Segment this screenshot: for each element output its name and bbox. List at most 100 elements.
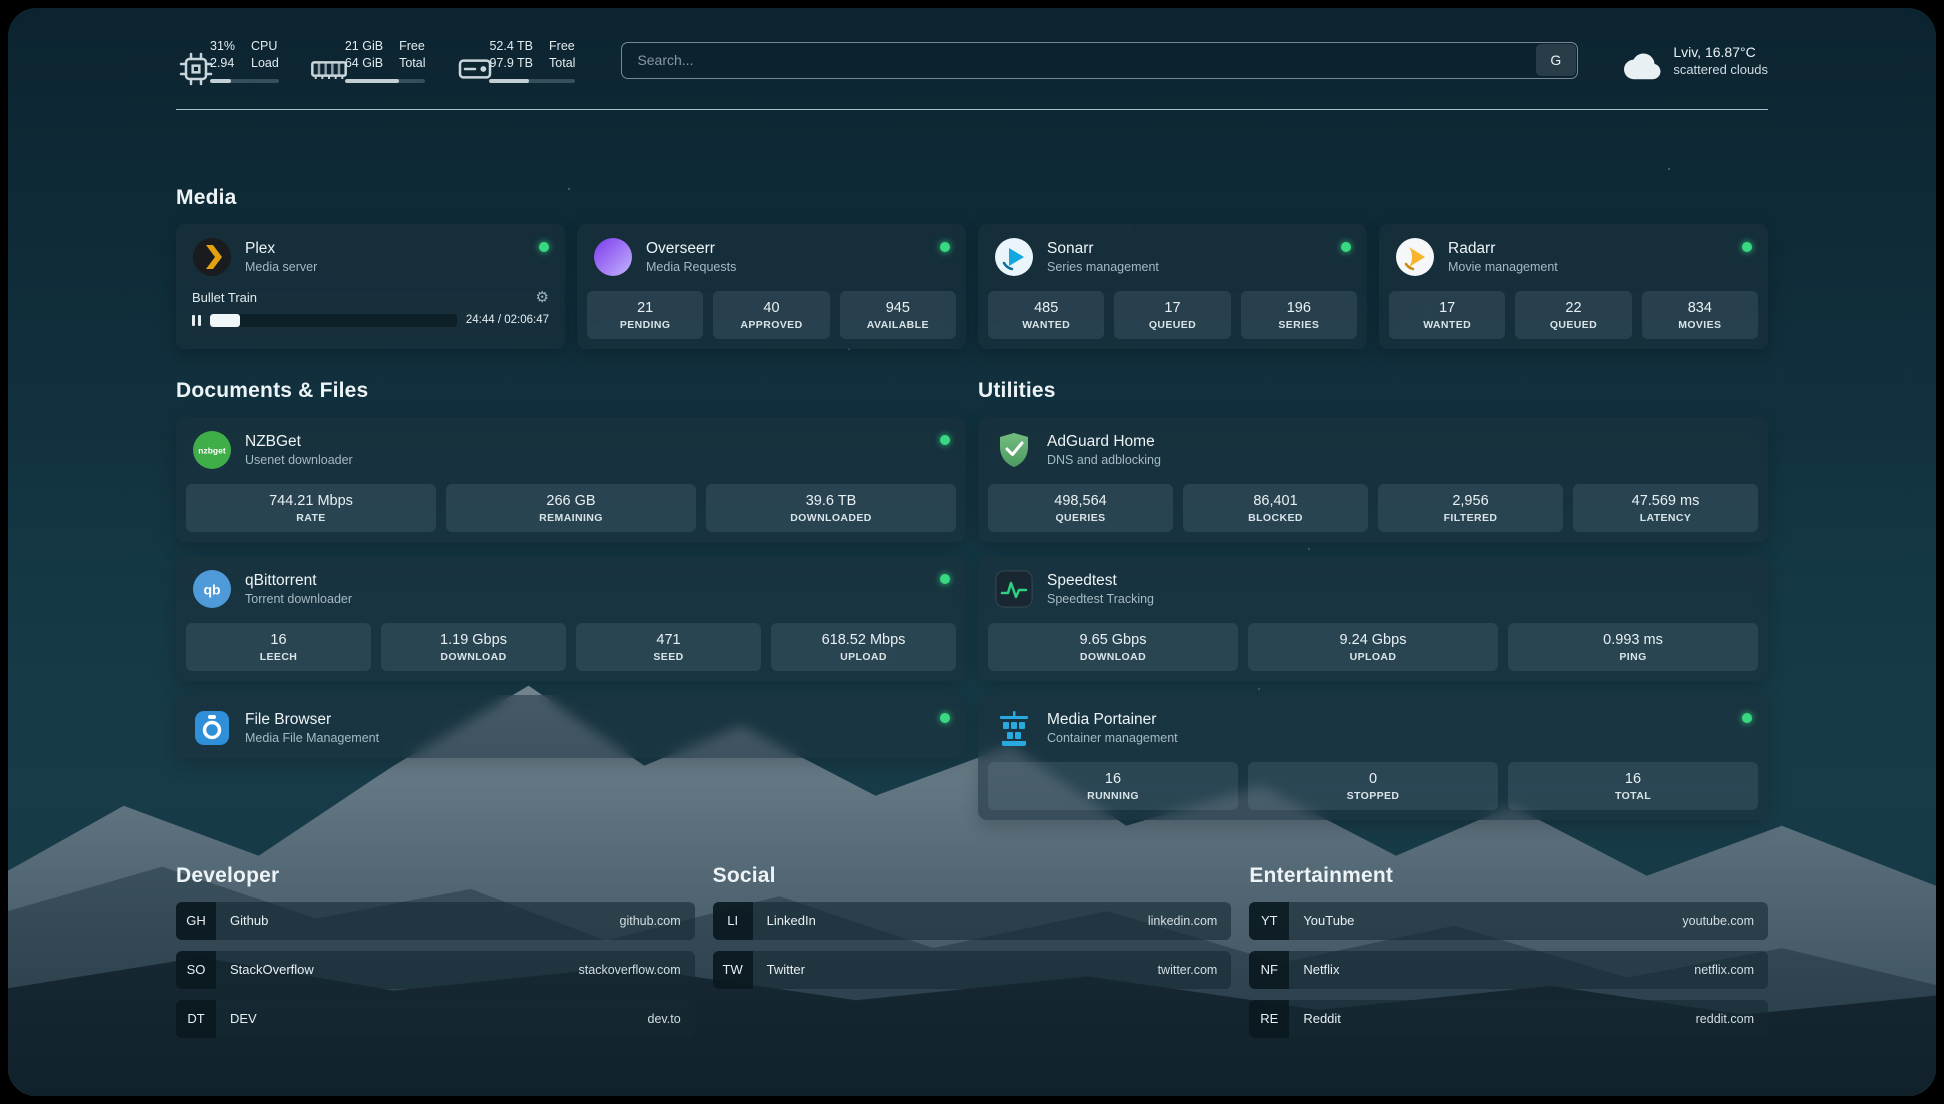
status-dot bbox=[940, 241, 950, 252]
bookmark-group-entertainment: Entertainment YT YouTube youtube.com NF … bbox=[1249, 864, 1768, 1049]
weather-widget: Lviv, 16.87°C scattered clouds bbox=[1624, 44, 1768, 80]
stat-latency: 47.569 ms LATENCY bbox=[1573, 483, 1758, 532]
bookmark-github[interactable]: GH Github github.com bbox=[176, 901, 695, 940]
service-link-plex[interactable]: Plex Media server bbox=[186, 234, 555, 277]
settings-icon[interactable]: ⚙ bbox=[535, 288, 549, 306]
svg-text:nzbget: nzbget bbox=[198, 445, 226, 455]
bookmark-url: youtube.com bbox=[1682, 913, 1754, 928]
stat-leech: 16 LEECH bbox=[186, 622, 371, 671]
cpu-widget: 31% 2.94 CPU Load bbox=[176, 38, 279, 86]
stat-stopped: 0 STOPPED bbox=[1248, 761, 1498, 810]
overseerr-icon bbox=[593, 237, 633, 277]
bookmark-name: Twitter bbox=[766, 962, 805, 978]
section-title-social: Social bbox=[712, 863, 776, 887]
service-link-speedtest[interactable]: Speedtest Speedtest Tracking bbox=[988, 566, 1758, 609]
service-link-portainer[interactable]: Media Portainer Container management bbox=[988, 705, 1758, 748]
service-card-filebrowser: File Browser Media File Management bbox=[176, 694, 966, 758]
search-input[interactable] bbox=[621, 41, 1579, 79]
stat-movies: 834 MOVIES bbox=[1641, 290, 1758, 339]
bookmark-reddit[interactable]: RE Reddit reddit.com bbox=[1249, 999, 1768, 1038]
bookmark-netflix[interactable]: NF Netflix netflix.com bbox=[1249, 950, 1768, 989]
ram-label-top: Free bbox=[399, 39, 425, 53]
stat-remaining: 266 GB REMAINING bbox=[446, 483, 696, 532]
bookmark-abbr: YT bbox=[1249, 901, 1290, 940]
section-title-entertainment: Entertainment bbox=[1249, 863, 1394, 887]
service-card-portainer: Media Portainer Container management 16 … bbox=[978, 694, 1768, 820]
bookmark-name: Netflix bbox=[1303, 962, 1340, 978]
service-card-sonarr: Sonarr Series management 485 WANTED 17 Q… bbox=[978, 223, 1367, 349]
service-subtitle: Series management bbox=[1047, 259, 1159, 274]
bookmark-abbr: DT bbox=[176, 999, 216, 1038]
section-documents: Documents & Files nzbget NZBGet Usenet d… bbox=[176, 379, 966, 834]
service-link-filebrowser[interactable]: File Browser Media File Management bbox=[186, 705, 956, 748]
bookmark-youtube[interactable]: YT YouTube youtube.com bbox=[1249, 901, 1768, 940]
topbar-divider bbox=[176, 108, 1768, 110]
bookmark-abbr: LI bbox=[712, 901, 753, 940]
bookmark-name: Reddit bbox=[1303, 1011, 1341, 1027]
bookmark-url: netflix.com bbox=[1694, 962, 1754, 977]
stat-blocked: 86,401 BLOCKED bbox=[1183, 483, 1368, 532]
bookmark-name: LinkedIn bbox=[766, 913, 816, 929]
service-link-nzbget[interactable]: nzbget NZBGet Usenet downloader bbox=[186, 427, 956, 470]
service-card-adguard: AdGuard Home DNS and adblocking 498,564 … bbox=[978, 416, 1768, 542]
disk-free: 52.4 TB bbox=[489, 39, 534, 53]
bookmark-abbr: TW bbox=[712, 950, 753, 989]
stat-download: 9.65 Gbps DOWNLOAD bbox=[988, 622, 1238, 671]
disk-label-bottom: Total bbox=[549, 55, 576, 70]
stat-queries: 498,564 QUERIES bbox=[988, 483, 1173, 532]
service-card-overseerr: Overseerr Media Requests 21 PENDING 40 A… bbox=[577, 223, 966, 349]
section-title-documents: Documents & Files bbox=[176, 378, 369, 402]
bookmark-stackoverflow[interactable]: SO StackOverflow stackoverflow.com bbox=[176, 950, 695, 989]
disk-total: 97.9 TB bbox=[489, 55, 534, 70]
bookmark-name: Github bbox=[230, 913, 269, 929]
stat-seed: 471 SEED bbox=[576, 622, 761, 671]
status-dot bbox=[539, 241, 549, 252]
nzbget-icon: nzbget bbox=[192, 430, 232, 470]
dashboard-screen: 31% 2.94 CPU Load bbox=[8, 8, 1936, 1096]
section-title-developer: Developer bbox=[176, 863, 280, 887]
service-name: qBittorrent bbox=[245, 571, 317, 589]
service-subtitle: Media Requests bbox=[646, 259, 737, 274]
bookmark-name: DEV bbox=[230, 1011, 257, 1027]
service-link-sonarr[interactable]: Sonarr Series management bbox=[988, 234, 1357, 277]
bookmark-linkedin[interactable]: LI LinkedIn linkedin.com bbox=[712, 901, 1232, 940]
stat-series: 196 SERIES bbox=[1240, 290, 1357, 339]
stat-downloaded: 39.6 TB DOWNLOADED bbox=[706, 483, 956, 532]
stat-wanted: 485 WANTED bbox=[988, 290, 1105, 339]
service-link-adguard[interactable]: AdGuard Home DNS and adblocking bbox=[988, 427, 1758, 470]
bookmark-url: linkedin.com bbox=[1147, 913, 1218, 928]
section-title-utilities: Utilities bbox=[978, 378, 1056, 402]
bookmark-dev[interactable]: DT DEV dev.to bbox=[176, 999, 695, 1038]
search-engine-button[interactable]: G bbox=[1535, 44, 1576, 77]
portainer-icon bbox=[994, 708, 1034, 748]
stat-wanted: 17 WANTED bbox=[1389, 290, 1506, 339]
bookmark-group-developer: Developer GH Github github.com SO StackO… bbox=[176, 864, 695, 1049]
cpu-label-top: CPU bbox=[251, 39, 278, 53]
bookmark-url: reddit.com bbox=[1695, 1011, 1754, 1026]
playback-progress-bar[interactable] bbox=[210, 313, 457, 327]
sonarr-icon bbox=[994, 237, 1034, 277]
plex-icon bbox=[192, 237, 232, 277]
status-dot bbox=[1742, 712, 1752, 723]
bookmark-twitter[interactable]: TW Twitter twitter.com bbox=[712, 950, 1232, 989]
service-link-overseerr[interactable]: Overseerr Media Requests bbox=[587, 234, 956, 277]
service-name: AdGuard Home bbox=[1047, 432, 1155, 450]
cpu-progress-bar bbox=[210, 78, 279, 83]
status-dot bbox=[940, 712, 950, 723]
service-subtitle: Movie management bbox=[1448, 259, 1558, 274]
ram-widget: 21 GiB 64 GiB Free Total bbox=[309, 38, 426, 83]
service-subtitle: Usenet downloader bbox=[245, 452, 353, 467]
ram-progress-bar bbox=[344, 78, 426, 83]
service-subtitle: Speedtest Tracking bbox=[1047, 591, 1155, 606]
stat-download: 1.19 Gbps DOWNLOAD bbox=[381, 622, 566, 671]
search-bar: G bbox=[621, 41, 1579, 79]
snow-flakes bbox=[8, 8, 10, 10]
playback-time: 24:44 / 02:06:47 bbox=[465, 314, 549, 327]
service-name: Media Portainer bbox=[1047, 710, 1157, 728]
service-link-qbittorrent[interactable]: qb qBittorrent Torrent downloader bbox=[186, 566, 956, 609]
stat-total: 16 TOTAL bbox=[1508, 761, 1758, 810]
disk-icon bbox=[455, 49, 492, 79]
service-link-radarr[interactable]: Radarr Movie management bbox=[1389, 234, 1758, 277]
radarr-icon bbox=[1395, 237, 1435, 277]
pause-icon[interactable] bbox=[192, 314, 201, 326]
